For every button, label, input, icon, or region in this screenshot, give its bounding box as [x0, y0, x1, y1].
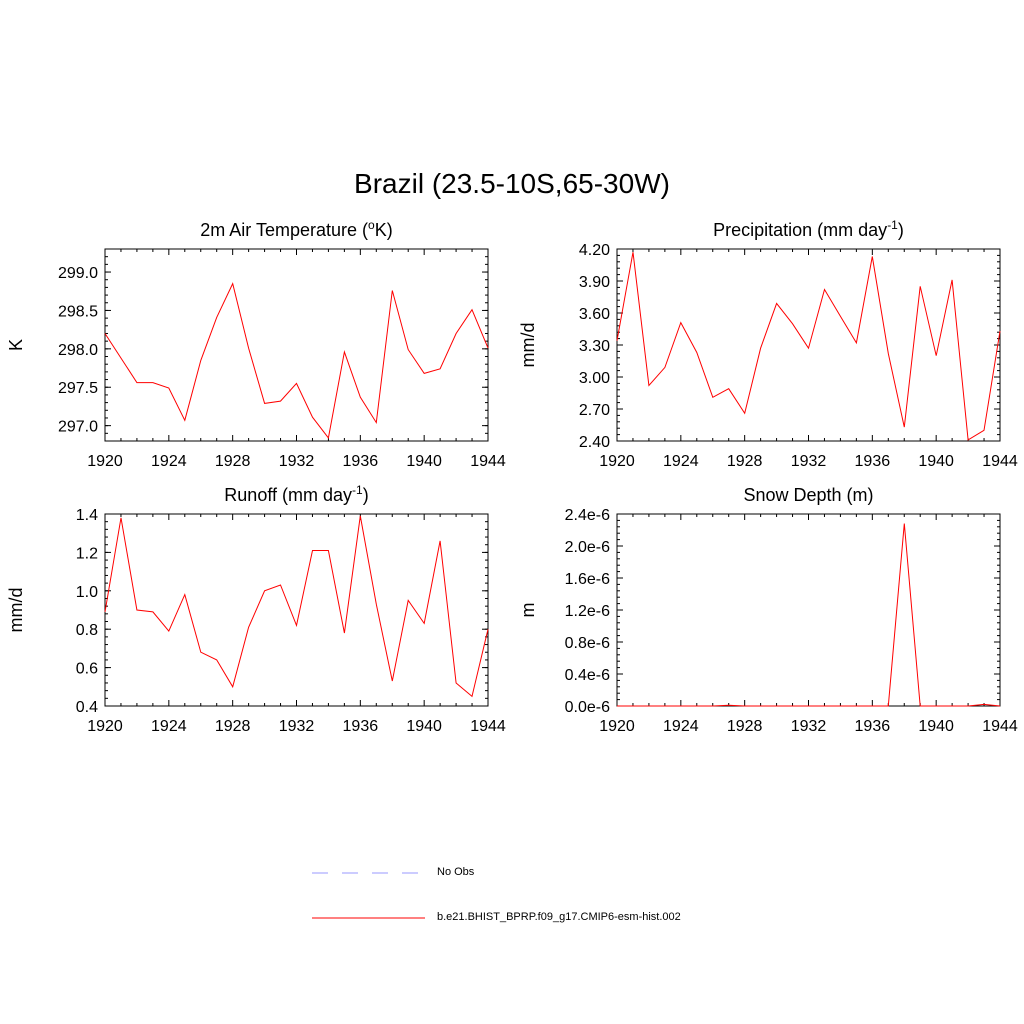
panel-2-ytick-label: 1.0 [76, 584, 98, 601]
panel-3-ytick-label: 0.4e-6 [565, 667, 610, 684]
panel-1-ytick-label: 3.90 [579, 274, 610, 291]
panel-1-ytick-label: 3.60 [579, 306, 610, 323]
panel-1-xtick-label: 1944 [982, 453, 1018, 470]
panel-3-frame [616, 513, 1001, 707]
panel-0-xtick-label: 1924 [151, 453, 187, 470]
panel-2-xtick-label: 1936 [343, 718, 379, 735]
panel-2-frame [104, 513, 489, 707]
panel-3-ytick-label: 1.2e-6 [565, 603, 610, 620]
panel-1-ytick-label: 2.40 [579, 434, 610, 451]
panel-1-ytick-label: 2.70 [579, 402, 610, 419]
panel-3-ylabel: m [518, 603, 538, 618]
panel-0-ylabel: K [6, 339, 26, 351]
panel-2-ytick-label: 1.2 [76, 545, 98, 562]
panel-3-ytick-label: 1.6e-6 [565, 571, 610, 588]
panel-2-series-line [104, 515, 489, 698]
panel-1-title: Precipitation (mm day-1) [713, 218, 904, 240]
panel-3-ytick-label: 0.0e-6 [565, 699, 610, 716]
panel-1-ylabel: mm/d [518, 323, 538, 368]
panel-3-xtick-label: 1936 [855, 718, 891, 735]
panel-1-xtick-label: 1924 [663, 453, 699, 470]
panel-2-ytick-label: 1.4 [76, 507, 98, 524]
panel-1-frame [616, 248, 1001, 442]
panel-0-xtick-label: 1920 [87, 453, 123, 470]
legend-label-model-run: b.e21.BHIST_BPRP.f09_g17.CMIP6-esm-hist.… [437, 911, 681, 923]
panel-2-ytick-label: 0.4 [76, 699, 98, 716]
panel-3-xtick-label: 1920 [599, 718, 635, 735]
panel-1-ytick-label: 3.00 [579, 370, 610, 387]
panel-2-ylabel: mm/d [6, 588, 26, 633]
legend-label-no-obs: No Obs [437, 866, 475, 878]
panel-2-xtick-label: 1940 [406, 718, 442, 735]
panel-2-ytick-label: 0.6 [76, 661, 98, 678]
panel-1-xtick-label: 1928 [727, 453, 763, 470]
panel-2-xtick-label: 1920 [87, 718, 123, 735]
panel-3-xtick-label: 1944 [982, 718, 1018, 735]
panel-1-ytick-label: 4.20 [579, 242, 610, 259]
panel-0-series-line [104, 282, 489, 440]
panel-2-xtick-label: 1924 [151, 718, 187, 735]
panel-1-xtick-label: 1936 [855, 453, 891, 470]
panel-0-ytick-label: 297.5 [58, 380, 98, 397]
panel-2-title: Runoff (mm day-1) [224, 483, 368, 505]
panel-3-ytick-label: 2.0e-6 [565, 539, 610, 556]
panel-2-xtick-label: 1944 [470, 718, 506, 735]
panel-0-title: 2m Air Temperature (oK) [200, 218, 392, 240]
panel-0-ytick-label: 298.5 [58, 303, 98, 320]
panel-1-xtick-label: 1940 [918, 453, 954, 470]
panel-3-ytick-label: 2.4e-6 [565, 507, 610, 524]
panel-0-xtick-label: 1940 [406, 453, 442, 470]
panel-3-xtick-label: 1924 [663, 718, 699, 735]
panel-0-ytick-label: 299.0 [58, 265, 98, 282]
panel-0-ytick-label: 298.0 [58, 342, 98, 359]
panel-3-xtick-label: 1940 [918, 718, 954, 735]
panel-0-xtick-label: 1936 [343, 453, 379, 470]
panel-1-series-line [616, 252, 1001, 441]
panel-1-xtick-label: 1932 [791, 453, 827, 470]
main-title: Brazil (23.5-10S,65-30W) [354, 168, 670, 199]
panel-2-xtick-label: 1928 [215, 718, 251, 735]
panel-3-xtick-label: 1932 [791, 718, 827, 735]
panel-0-xtick-label: 1932 [279, 453, 315, 470]
panel-2-ytick-label: 0.8 [76, 622, 98, 639]
panel-3-series-line [617, 523, 1001, 707]
panel-0-xtick-label: 1928 [215, 453, 251, 470]
panel-0-xtick-label: 1944 [470, 453, 506, 470]
panel-1-xtick-label: 1920 [599, 453, 635, 470]
panel-2-xtick-label: 1932 [279, 718, 315, 735]
panel-0-frame [104, 248, 489, 442]
panel-1-ytick-label: 3.30 [579, 338, 610, 355]
panel-3-title: Snow Depth (m) [743, 485, 873, 505]
panel-3-ytick-label: 0.8e-6 [565, 635, 610, 652]
panel-0-ytick-label: 297.0 [58, 419, 98, 436]
panel-3-xtick-label: 1928 [727, 718, 763, 735]
